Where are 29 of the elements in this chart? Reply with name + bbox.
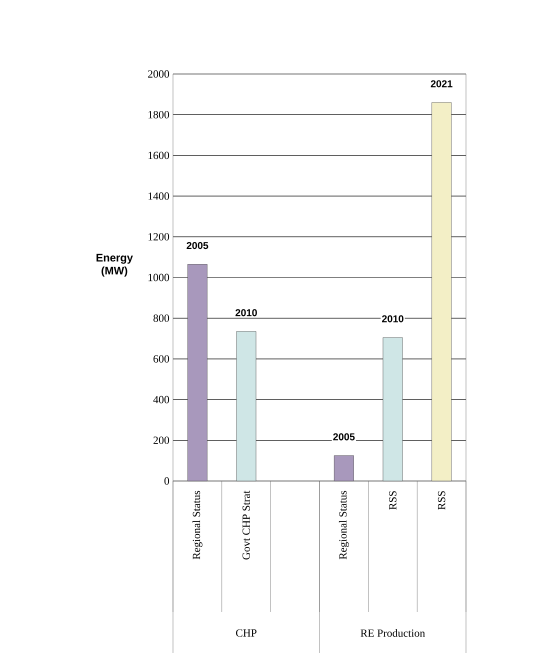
x-tick-label: Regional Status (192, 490, 202, 560)
y-tick-label: 1600 (148, 152, 170, 160)
series-label: 2005 (186, 242, 208, 250)
x-tick-label: RSS (389, 491, 396, 510)
x-tick-label: Regional Status (338, 490, 349, 560)
bar (187, 264, 208, 482)
x-tick-label: Govt CHP Strat (242, 490, 250, 560)
text: 2005 (333, 433, 355, 440)
y-tick-label: 800 (153, 314, 170, 322)
text: CHP (236, 629, 256, 637)
bar (382, 337, 403, 482)
y-tick-label: 200 (154, 436, 170, 444)
text: 2010 (382, 315, 404, 322)
y-tick-label: 1400 (148, 192, 170, 200)
y-tick-label: 1800 (148, 111, 170, 118)
series-label: 2021 (430, 80, 452, 88)
y-tick-label: 0 (164, 477, 170, 485)
y-tick-label: 2000 (148, 70, 170, 78)
y-tick-label: 600 (154, 355, 170, 363)
series-label: 2010 (236, 309, 257, 316)
bar (334, 455, 354, 482)
bar (236, 331, 256, 482)
y-tick-label: 1000 (148, 274, 170, 282)
y-axis-title: Energy (MW) (96, 254, 133, 277)
bar (432, 102, 452, 482)
y-tick-label: 400 (153, 396, 170, 404)
y-tick-label: 1200 (148, 233, 170, 240)
text: RE Production (360, 629, 426, 637)
x-tick-label: RSS (438, 491, 446, 510)
